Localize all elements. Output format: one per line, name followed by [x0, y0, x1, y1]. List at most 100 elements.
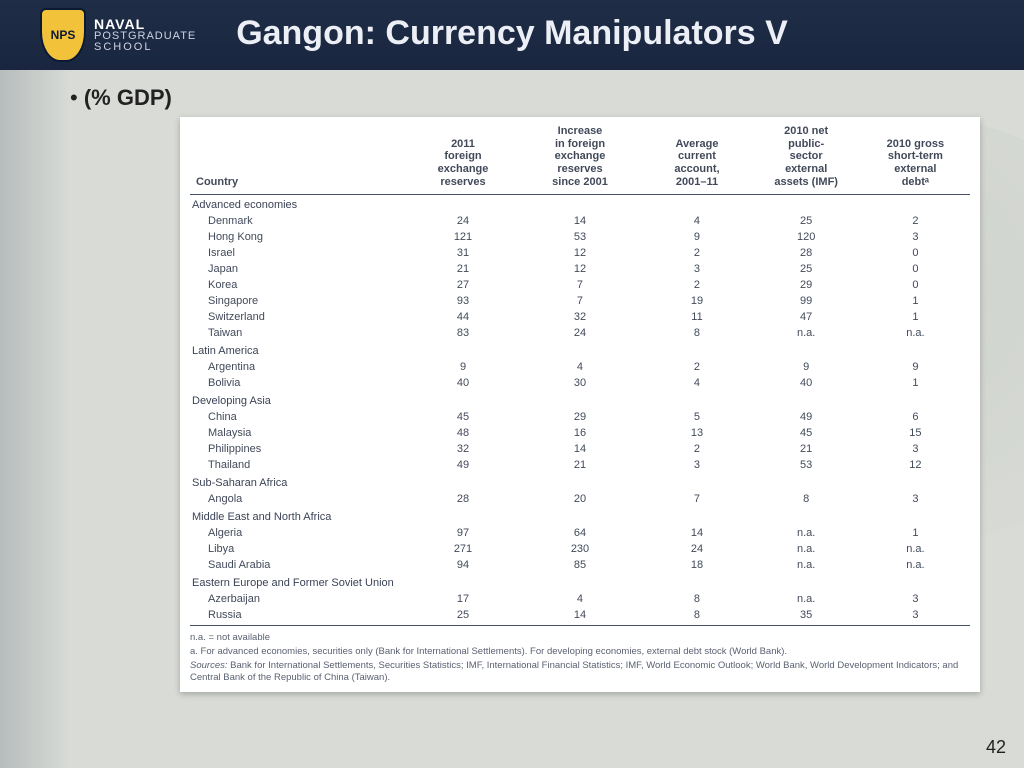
cell: 6 — [861, 409, 970, 425]
group-label: Developing Asia — [190, 391, 970, 409]
cell: 3 — [861, 229, 970, 245]
group-2: Developing Asia — [190, 391, 970, 409]
cell: 17 — [408, 591, 517, 607]
cell: 14 — [518, 213, 643, 229]
cell: 53 — [752, 457, 861, 473]
cell: 1 — [861, 309, 970, 325]
cell: 0 — [861, 245, 970, 261]
cell: 1 — [861, 375, 970, 391]
cell: 45 — [408, 409, 517, 425]
table-row: Malaysia4816134515 — [190, 425, 970, 441]
cell: 2 — [642, 441, 751, 457]
cell: 14 — [518, 441, 643, 457]
cell: 30 — [518, 375, 643, 391]
country-name: Taiwan — [190, 325, 408, 341]
country-name: Philippines — [190, 441, 408, 457]
sources-label: Sources: — [190, 660, 228, 671]
cell: 48 — [408, 425, 517, 441]
country-name: Algeria — [190, 525, 408, 541]
col-3: Averagecurrentaccount,2001–11 — [642, 123, 751, 195]
table-row: Thailand492135312 — [190, 457, 970, 473]
group-3: Sub-Saharan Africa — [190, 473, 970, 491]
cell: 121 — [408, 229, 517, 245]
cell: 9 — [861, 359, 970, 375]
country-name: Israel — [190, 245, 408, 261]
cell: 28 — [752, 245, 861, 261]
cell: 2 — [642, 277, 751, 293]
sources-text: Bank for International Settlements, Secu… — [190, 660, 958, 683]
table-row: Bolivia40304401 — [190, 375, 970, 391]
school-name: NAVAL POSTGRADUATE SCHOOL — [94, 17, 196, 53]
group-5: Eastern Europe and Former Soviet Union — [190, 573, 970, 591]
cell: 7 — [518, 293, 643, 309]
school-line3: SCHOOL — [94, 42, 196, 53]
group-label: Latin America — [190, 341, 970, 359]
country-name: Japan — [190, 261, 408, 277]
country-name: Malaysia — [190, 425, 408, 441]
cell: 31 — [408, 245, 517, 261]
cell: 3 — [861, 491, 970, 507]
cell: 1 — [861, 293, 970, 309]
cell: 21 — [518, 457, 643, 473]
slide-content: (% GDP) Country2011foreignexchangereserv… — [70, 85, 1004, 758]
currency-table: Country2011foreignexchangereservesIncrea… — [190, 123, 970, 626]
cell: 9 — [408, 359, 517, 375]
cell: 11 — [642, 309, 751, 325]
cell: n.a. — [752, 557, 861, 573]
cell: n.a. — [752, 541, 861, 557]
shield-icon: NPS — [40, 8, 86, 62]
cell: 4 — [518, 591, 643, 607]
country-name: Hong Kong — [190, 229, 408, 245]
cell: 3 — [861, 591, 970, 607]
cell: 21 — [408, 261, 517, 277]
cell: 3 — [861, 607, 970, 626]
cell: 20 — [518, 491, 643, 507]
background-left-gradient — [0, 0, 70, 768]
cell: n.a. — [861, 541, 970, 557]
cell: 3 — [642, 261, 751, 277]
table-row: Japan21123250 — [190, 261, 970, 277]
country-name: Singapore — [190, 293, 408, 309]
country-name: Angola — [190, 491, 408, 507]
cell: 64 — [518, 525, 643, 541]
cell: 25 — [408, 607, 517, 626]
cell: 27 — [408, 277, 517, 293]
cell: 29 — [518, 409, 643, 425]
cell: 24 — [518, 325, 643, 341]
cell: n.a. — [752, 525, 861, 541]
note-sources: Sources: Bank for International Settleme… — [190, 660, 970, 684]
cell: 0 — [861, 277, 970, 293]
slide-header: NPS NAVAL POSTGRADUATE SCHOOL Gangon: Cu… — [0, 0, 1024, 70]
cell: 53 — [518, 229, 643, 245]
cell: 99 — [752, 293, 861, 309]
cell: 25 — [752, 261, 861, 277]
cell: 0 — [861, 261, 970, 277]
cell: 4 — [642, 213, 751, 229]
table-row: Denmark24144252 — [190, 213, 970, 229]
cell: 85 — [518, 557, 643, 573]
group-4: Middle East and North Africa — [190, 507, 970, 525]
group-1: Latin America — [190, 341, 970, 359]
table-row: Russia25148353 — [190, 607, 970, 626]
table-row: Philippines32142213 — [190, 441, 970, 457]
cell: 120 — [752, 229, 861, 245]
cell: 93 — [408, 293, 517, 309]
group-label: Eastern Europe and Former Soviet Union — [190, 573, 970, 591]
bullet-gdp: (% GDP) — [70, 85, 1004, 111]
table-row: Israel31122280 — [190, 245, 970, 261]
cell: 16 — [518, 425, 643, 441]
group-label: Sub-Saharan Africa — [190, 473, 970, 491]
table-row: Hong Kong1215391203 — [190, 229, 970, 245]
cell: 47 — [752, 309, 861, 325]
cell: 8 — [642, 325, 751, 341]
cell: 28 — [408, 491, 517, 507]
cell: 19 — [642, 293, 751, 309]
cell: n.a. — [752, 325, 861, 341]
cell: 40 — [408, 375, 517, 391]
cell: 7 — [518, 277, 643, 293]
cell: 45 — [752, 425, 861, 441]
cell: 97 — [408, 525, 517, 541]
cell: 2 — [642, 245, 751, 261]
cell: 44 — [408, 309, 517, 325]
cell: n.a. — [861, 557, 970, 573]
